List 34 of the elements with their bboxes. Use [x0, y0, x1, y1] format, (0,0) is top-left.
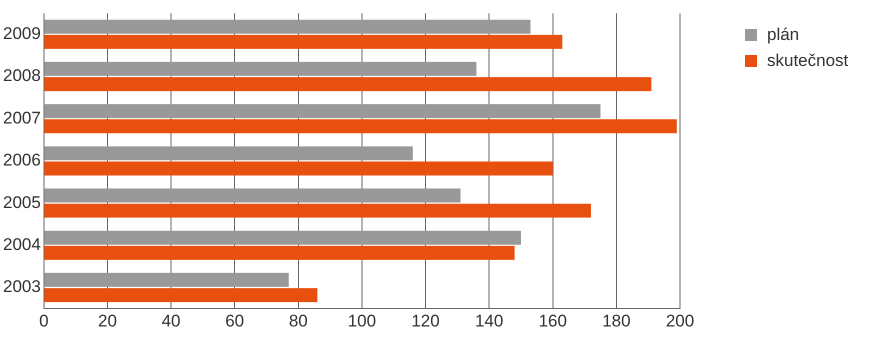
x-tick-label: 20 — [98, 311, 117, 330]
y-tick-label: 2005 — [2, 192, 41, 212]
bar — [44, 162, 553, 176]
bar — [44, 119, 677, 134]
x-tick-label: 120 — [411, 311, 440, 330]
y-tick-label: 2007 — [2, 108, 41, 128]
bar — [44, 20, 530, 34]
bar — [44, 104, 600, 118]
bar — [44, 188, 461, 202]
bar — [44, 204, 591, 218]
x-tick-label: 160 — [538, 311, 567, 330]
bar — [44, 146, 413, 160]
x-tick-label: 40 — [162, 311, 181, 330]
x-tick-label: 100 — [348, 311, 376, 330]
x-tick-label: 140 — [474, 311, 504, 330]
bar — [44, 246, 515, 260]
x-tick-label: 200 — [666, 311, 694, 330]
y-tick-label: 2006 — [2, 150, 41, 170]
y-tick-label: 2004 — [2, 234, 41, 254]
bar — [44, 62, 476, 76]
bar — [44, 77, 652, 92]
legend-label: skutečnost — [767, 51, 848, 71]
y-tick-label: 2009 — [2, 24, 41, 43]
x-tick-label: 80 — [288, 311, 308, 330]
y-tick-label: 2008 — [2, 66, 41, 86]
bar — [44, 34, 562, 49]
bar — [44, 272, 289, 287]
bar — [44, 230, 521, 245]
x-tick-label: 0 — [39, 311, 49, 330]
x-tick-label: 180 — [602, 311, 631, 330]
bar — [44, 288, 318, 302]
x-tick-label: 60 — [225, 311, 244, 330]
legend-label: plán — [767, 25, 800, 45]
y-tick-label: 2003 — [2, 277, 41, 296]
